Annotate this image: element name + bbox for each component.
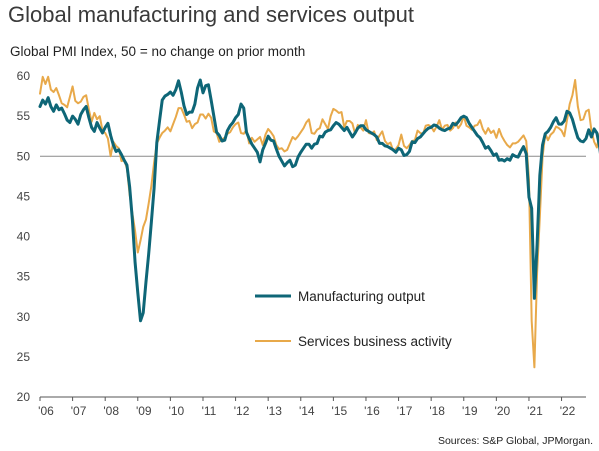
y-tick-label: 40: [17, 230, 31, 244]
y-tick-label: 45: [17, 189, 31, 203]
x-tick-label: '22: [560, 404, 576, 418]
source-note: Sources: S&P Global, JPMorgan.: [437, 435, 593, 447]
chart-title: Global manufacturing and services output: [8, 2, 415, 27]
x-tick-label: '12: [234, 404, 250, 418]
y-tick-label: 30: [17, 310, 31, 324]
y-tick-label: 60: [17, 69, 31, 83]
x-tick-label: '20: [495, 404, 511, 418]
x-tick-label: '19: [462, 404, 478, 418]
x-tick-label: '18: [429, 404, 445, 418]
x-tick-label: '11: [202, 404, 217, 418]
y-tick-label: 25: [17, 350, 31, 364]
x-tick-label: '15: [332, 404, 348, 418]
legend-label: Services business activity: [298, 334, 452, 349]
y-tick-label: 55: [17, 109, 31, 123]
x-tick-label: '14: [299, 404, 315, 418]
x-tick-label: '08: [103, 404, 119, 418]
legend-label: Manufacturing output: [298, 289, 425, 304]
series-line-manufacturing: [38, 78, 599, 323]
x-tick-label: '21: [527, 404, 543, 418]
x-tick-label: '07: [71, 404, 87, 418]
x-tick-label: '13: [266, 404, 282, 418]
x-tick-label: '10: [169, 404, 185, 418]
series-line-services: [39, 75, 599, 369]
y-tick-label: 20: [17, 390, 31, 404]
x-tick-label: '06: [38, 404, 54, 418]
y-tick-label: 50: [17, 149, 31, 163]
chart-subtitle: Global PMI Index, 50 = no change on prio…: [10, 44, 306, 59]
x-tick-label: '16: [364, 404, 380, 418]
y-tick-label: 35: [17, 270, 31, 284]
x-tick-label: '17: [397, 404, 413, 418]
x-tick-label: '09: [136, 404, 152, 418]
